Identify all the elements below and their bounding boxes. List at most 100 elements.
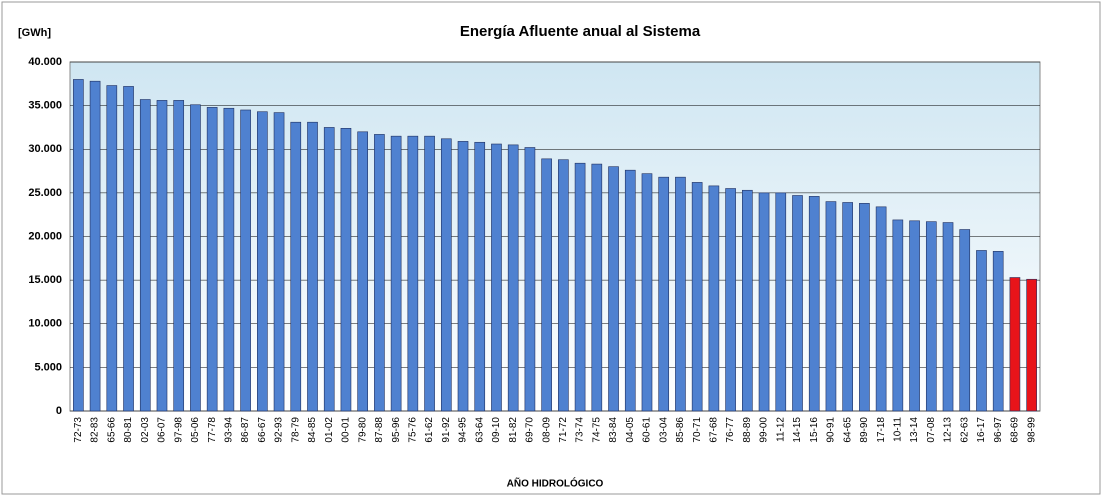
x-tick-label: 01-02: [324, 417, 335, 443]
bar: [859, 203, 870, 412]
x-tick-label: 87-88: [374, 417, 385, 443]
y-tick-label: 35.000: [28, 100, 62, 112]
bar: [1026, 278, 1037, 412]
bar: [608, 166, 619, 412]
x-tick-label: 77-78: [207, 417, 218, 443]
bar: [925, 221, 937, 412]
bar: [742, 189, 753, 412]
bar: [340, 128, 352, 412]
x-tick-label: 10-11: [892, 417, 903, 442]
bar: [307, 121, 318, 412]
bar: [139, 99, 151, 412]
bar: [691, 182, 703, 412]
x-tick-label: 96-97: [993, 417, 1004, 443]
x-tick-label: 93-94: [224, 417, 235, 443]
bar: [842, 202, 853, 412]
chart-title: Energía Afluente anual al Sistema: [460, 23, 701, 40]
bar: [73, 79, 84, 412]
bar: [474, 141, 486, 412]
bar: [1009, 277, 1021, 412]
bar: [725, 188, 736, 412]
bar: [273, 112, 285, 412]
x-tick-label: 69-70: [525, 417, 536, 443]
x-tick-label: 84-85: [307, 417, 318, 443]
bar: [507, 144, 519, 412]
bar: [591, 163, 603, 412]
bar: [624, 169, 636, 412]
x-tick-label: 98-99: [1026, 417, 1037, 443]
bar: [357, 131, 368, 412]
x-axis-label: AÑO HIDROLÓGICO: [507, 477, 604, 490]
bar: [424, 135, 435, 412]
x-tick-label: 94-95: [458, 417, 469, 443]
bar: [156, 100, 168, 412]
x-tick-label: 90-91: [826, 417, 837, 443]
y-tick-label: 5.000: [34, 361, 62, 373]
x-tick-label: 82-83: [90, 417, 101, 443]
x-tick-label: 99-00: [759, 417, 770, 443]
bar: [106, 85, 118, 412]
x-tick-label: 80-81: [123, 417, 134, 443]
bar: [875, 206, 887, 412]
bar: [440, 138, 452, 412]
bar: [290, 121, 302, 412]
y-tick-label: 40.000: [28, 56, 62, 68]
x-tick-label: 95-96: [391, 417, 402, 443]
x-tick-label: 67-68: [709, 417, 720, 443]
bar: [992, 251, 1004, 412]
bar: [909, 220, 920, 412]
x-tick-label: 12-13: [943, 417, 954, 443]
bar: [173, 100, 185, 412]
x-tick-label: 64-65: [842, 417, 853, 443]
x-tick-label: 63-64: [474, 417, 485, 443]
bar: [457, 141, 469, 412]
x-tick-label: 05-06: [190, 417, 201, 443]
x-tick-label: 11-12: [775, 417, 786, 442]
x-tick-label: 70-71: [692, 417, 703, 443]
x-tick-label: 91-92: [441, 417, 452, 443]
x-tick-label: 73-74: [575, 417, 586, 443]
bar: [758, 192, 770, 412]
y-tick-label: 10.000: [28, 318, 62, 330]
bar: [223, 107, 235, 412]
x-tick-label: 62-63: [959, 417, 970, 443]
bar: [959, 229, 971, 412]
bar: [89, 80, 101, 412]
bar: [206, 107, 218, 412]
bar: [658, 176, 670, 412]
bar: [240, 109, 251, 412]
x-tick-label: 79-80: [357, 417, 368, 443]
bar: [825, 201, 837, 412]
bar: [323, 127, 335, 412]
x-tick-label: 00-01: [341, 417, 352, 443]
x-tick-label: 60-61: [642, 417, 653, 443]
x-tick-label: 02-03: [140, 417, 151, 443]
x-tick-label: 71-72: [558, 417, 569, 443]
x-tick-label: 72-73: [73, 417, 84, 443]
y-tick-label: 25.000: [28, 187, 62, 199]
x-tick-label: 03-04: [658, 417, 669, 443]
y-tick-label: 15.000: [28, 274, 62, 286]
bar: [407, 135, 419, 412]
bar: [524, 147, 536, 412]
bar: [390, 135, 402, 412]
x-tick-label: 68-69: [1010, 417, 1021, 443]
bar: [190, 104, 201, 412]
x-tick-label: 15-16: [809, 417, 820, 443]
x-tick-label: 06-07: [157, 417, 168, 443]
bar: [808, 196, 820, 412]
x-tick-label: 16-17: [976, 417, 987, 443]
x-tick-label: 66-67: [257, 417, 268, 443]
bar: [976, 250, 987, 412]
x-tick-label: 76-77: [725, 417, 736, 443]
x-tick-label: 07-08: [926, 417, 937, 443]
x-tick-label: 85-86: [675, 417, 686, 443]
x-tick-label: 09-10: [491, 417, 502, 443]
bar: [708, 185, 720, 412]
y-tick-label: 30.000: [28, 143, 62, 155]
bar: [775, 192, 787, 412]
bar: [641, 173, 653, 412]
bar: [491, 143, 502, 412]
